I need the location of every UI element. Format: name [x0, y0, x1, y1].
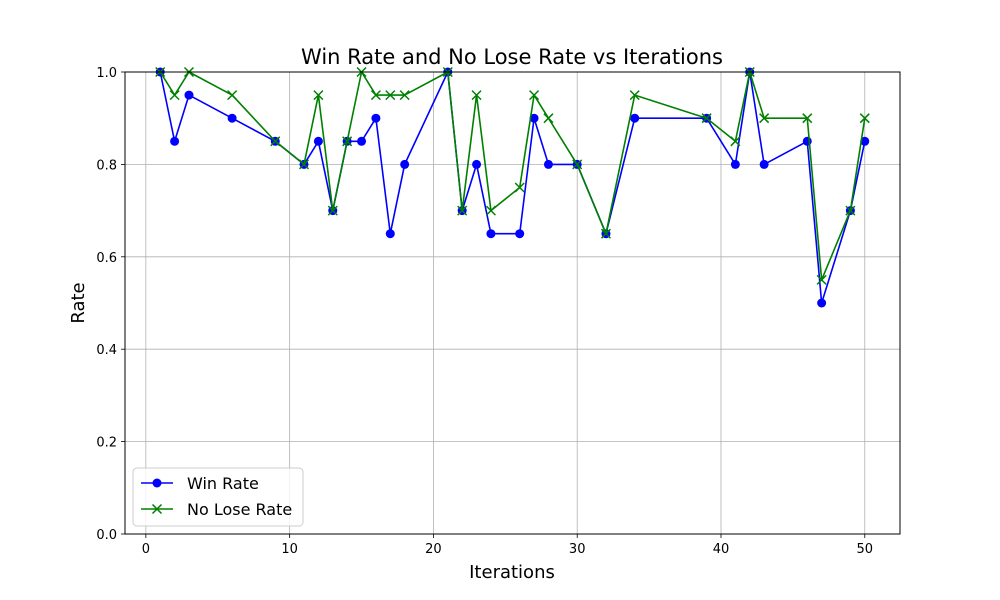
win-rate-point	[357, 136, 367, 146]
no-lose-rate-point	[802, 113, 813, 124]
y-tick-label: 0.4	[96, 343, 117, 358]
win-rate-point	[227, 113, 237, 123]
legend: Win Rate No Lose Rate	[132, 467, 304, 527]
legend-box	[132, 467, 304, 527]
x-tick-label: 10	[281, 542, 298, 557]
no-lose-rate-point	[600, 228, 611, 239]
no-lose-rate-point	[572, 159, 583, 170]
y-tick-label: 0.2	[96, 436, 117, 451]
x-tick-label: 30	[569, 542, 586, 557]
legend-win-rate-label: Win Rate	[187, 474, 259, 493]
win-rate-point	[817, 298, 827, 308]
no-lose-rate-point	[629, 90, 640, 101]
no-lose-rate-point	[730, 136, 741, 147]
win-rate-point	[486, 229, 496, 239]
no-lose-rate-point	[543, 113, 554, 124]
x-tick-label: 50	[856, 542, 873, 557]
no-lose-rate-point	[298, 159, 310, 170]
no-lose-rate-point	[485, 205, 496, 216]
no-lose-rate-point	[457, 205, 468, 216]
no-lose-rate-point	[845, 205, 856, 216]
y-tick-label: 0.6	[96, 251, 117, 266]
x-tick-label: 40	[713, 542, 730, 557]
y-axis: 0.0 0.2 0.4 0.6 0.8 1.0	[96, 66, 125, 543]
win-rate-point	[759, 159, 769, 169]
no-lose-rate-point	[529, 90, 540, 101]
legend-no-lose-rate-marker	[151, 503, 163, 515]
no-lose-rate-point	[399, 90, 410, 101]
no-lose-rate-point	[227, 90, 238, 101]
win-rate-point	[730, 159, 740, 169]
no-lose-rate-point	[759, 113, 770, 124]
no-lose-rate-point	[370, 90, 381, 101]
y-axis-label: Rate	[68, 282, 89, 323]
no-lose-rate-point	[514, 182, 525, 193]
win-rate-point	[630, 113, 640, 123]
win-rate-point	[313, 136, 323, 146]
no-lose-rate-point	[385, 90, 396, 101]
chart-title: Win Rate and No Lose Rate vs Iterations	[301, 45, 723, 69]
win-rate-point	[860, 136, 870, 146]
no-lose-rate-point	[169, 90, 180, 101]
y-tick-label: 0.0	[96, 528, 117, 543]
no-lose-rate-point	[313, 90, 324, 101]
no-lose-rate-point	[327, 205, 338, 216]
plot-frame	[124, 71, 901, 535]
y-tick-label: 0.8	[96, 158, 117, 173]
x-axis-label: Iterations	[469, 562, 555, 583]
win-rate-point	[543, 159, 553, 169]
win-rate-point	[184, 90, 194, 100]
legend-no-lose-rate-label: No Lose Rate	[187, 500, 292, 519]
win-rate-point	[529, 113, 539, 123]
legend-win-rate-marker	[152, 478, 162, 488]
no-lose-rate-point	[342, 136, 353, 147]
no-lose-rate-point	[816, 274, 827, 285]
x-axis: 0 10 20 30 40 50	[142, 534, 873, 557]
no-lose-rate-point	[471, 90, 482, 101]
win-rate-point	[472, 159, 482, 169]
win-rate-point	[170, 136, 180, 146]
win-rate-point	[400, 159, 410, 169]
win-rate-point	[385, 229, 395, 239]
x-tick-label: 20	[425, 542, 442, 557]
win-rate-point	[802, 136, 812, 146]
y-tick-label: 1.0	[96, 66, 117, 81]
no-lose-rate-point	[701, 113, 712, 124]
win-rate-point	[371, 113, 381, 123]
x-tick-label: 0	[142, 542, 150, 557]
no-lose-rate-point	[859, 113, 870, 124]
win-rate-point	[515, 229, 525, 239]
no-lose-rate-point	[270, 136, 281, 147]
